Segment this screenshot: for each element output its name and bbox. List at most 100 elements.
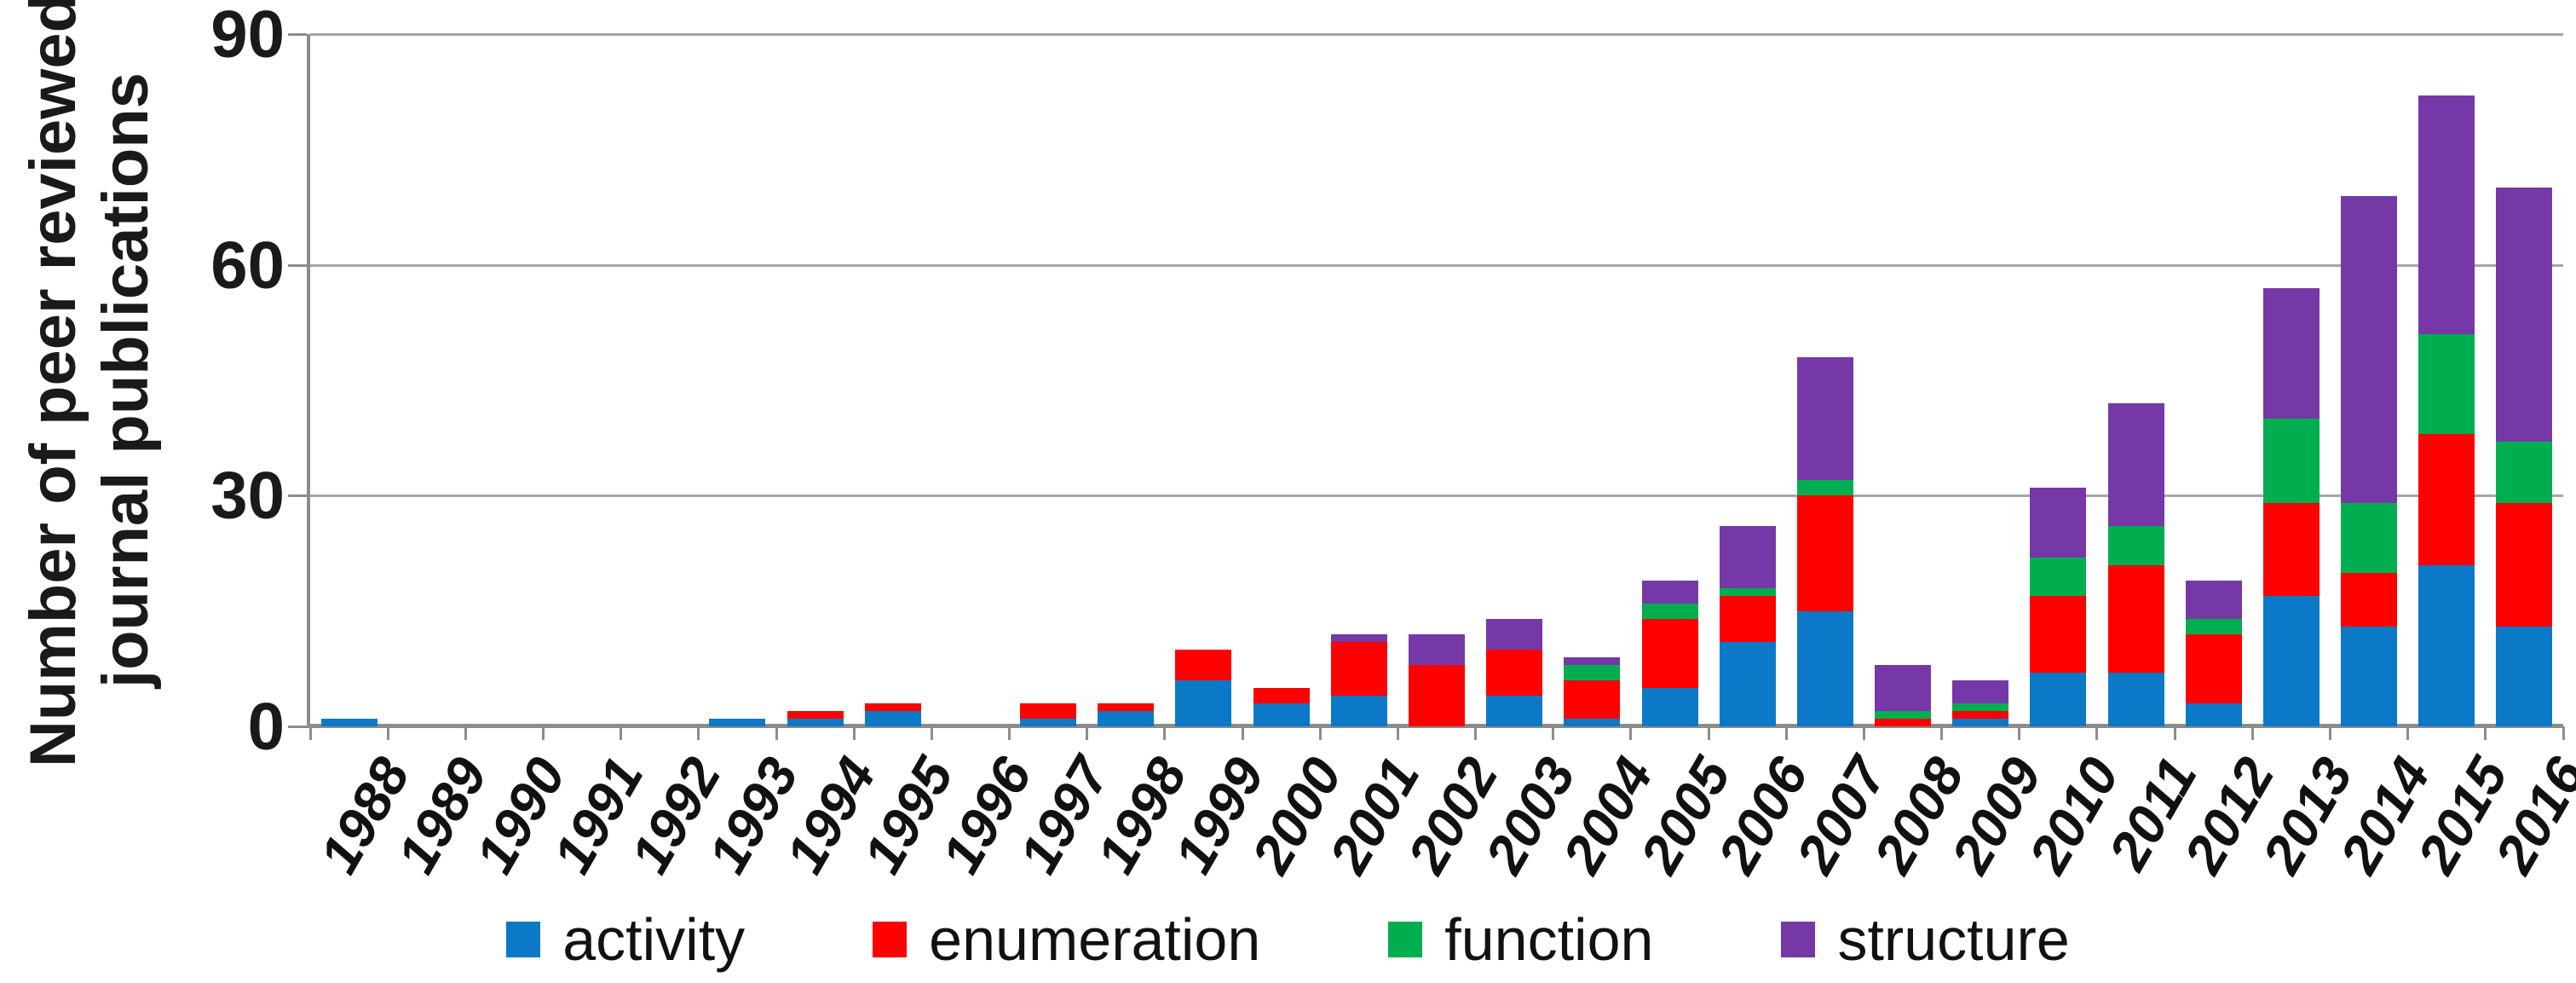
- bar-1995: [864, 703, 921, 726]
- bar-segment-2004-enumeration: [1564, 679, 1621, 719]
- bar-segment-2012-activity: [2185, 703, 2242, 726]
- bar-2015: [2418, 95, 2475, 726]
- bar-2012: [2185, 580, 2242, 726]
- bar-segment-2003-structure: [1486, 618, 1543, 650]
- x-tick-mark-20: [1862, 726, 1865, 740]
- bar-segment-2014-enumeration: [2341, 572, 2398, 627]
- bar-segment-2013-function: [2262, 419, 2320, 504]
- y-tick-label-90: 90: [210, 0, 285, 72]
- bar-segment-2006-function: [1719, 587, 1776, 596]
- legend-swatch-enumeration: [873, 922, 908, 957]
- bar-segment-2008-function: [1875, 710, 1932, 719]
- bar-segment-2001-enumeration: [1330, 641, 1387, 696]
- bar-segment-1998-activity: [1098, 710, 1155, 726]
- bar-2004: [1564, 656, 1621, 726]
- bar-1998: [1098, 703, 1155, 726]
- bar-segment-2001-structure: [1330, 633, 1387, 642]
- bar-2000: [1253, 687, 1310, 726]
- bar-segment-2016-enumeration: [2496, 503, 2553, 627]
- bar-segment-2003-activity: [1486, 695, 1543, 726]
- bar-segment-2002-enumeration: [1409, 664, 1465, 726]
- legend-swatch-structure: [1781, 922, 1816, 957]
- bar-segment-2006-structure: [1719, 526, 1776, 588]
- x-tick-mark-26: [2328, 726, 2331, 740]
- bar-2002: [1409, 633, 1465, 726]
- bar-segment-2004-function: [1564, 664, 1621, 680]
- x-tick-mark-5: [697, 726, 700, 740]
- gridline-30: [310, 494, 2563, 498]
- bar-2006: [1719, 526, 1776, 726]
- x-tick-mark-7: [852, 726, 856, 740]
- x-tick-mark-3: [542, 726, 545, 740]
- plot-area: 90 60 30 0: [210, 0, 2565, 764]
- bar-segment-2015-structure: [2418, 95, 2475, 334]
- bar-segment-2013-activity: [2262, 595, 2320, 726]
- bar-segment-2011-structure: [2107, 403, 2164, 527]
- bar-2008: [1875, 664, 1932, 726]
- bar-segment-2014-activity: [2341, 626, 2398, 726]
- x-tick-mark-0: [308, 726, 312, 740]
- x-tick-mark-27: [2406, 726, 2410, 740]
- bar-segment-2012-structure: [2185, 580, 2242, 619]
- bar-segment-2005-enumeration: [1641, 618, 1698, 688]
- legend-label-structure: structure: [1837, 906, 2070, 973]
- bar-segment-1999-enumeration: [1175, 649, 1232, 680]
- x-tick-mark-23: [2095, 726, 2099, 740]
- bar-segment-2002-structure: [1409, 633, 1465, 665]
- bar-segment-1997-activity: [1020, 718, 1077, 726]
- gridline-90: [310, 33, 2563, 36]
- bar-2010: [2030, 488, 2087, 726]
- y-tick-label-30: 30: [210, 457, 285, 533]
- bar-segment-2005-function: [1641, 603, 1698, 619]
- bar-segment-2010-enumeration: [2030, 595, 2087, 673]
- bar-segment-2012-enumeration: [2185, 633, 2242, 703]
- bar-2016: [2496, 188, 2553, 726]
- bar-segment-2007-structure: [1796, 356, 1853, 481]
- bar-segment-2004-activity: [1564, 718, 1621, 726]
- y-axis-title-line1: Number of peer reviewed: [16, 0, 89, 768]
- x-tick-mark-6: [775, 726, 778, 740]
- bar-2003: [1486, 618, 1543, 726]
- x-tick-mark-19: [1784, 726, 1788, 740]
- bar-2014: [2341, 195, 2398, 726]
- bar-segment-2007-enumeration: [1796, 495, 1853, 611]
- bar-segment-2007-function: [1796, 480, 1853, 496]
- legend-label-enumeration: enumeration: [929, 906, 1261, 973]
- bar-segment-2016-activity: [2496, 626, 2553, 726]
- legend-label-function: function: [1444, 906, 1654, 973]
- bar-segment-2011-function: [2107, 526, 2164, 565]
- bar-segment-2013-structure: [2262, 287, 2320, 419]
- x-tick-mark-16: [1552, 726, 1555, 740]
- bar-segment-2015-activity: [2418, 564, 2475, 726]
- legend-item-activity: activity: [506, 905, 745, 974]
- bar-segment-2008-enumeration: [1875, 718, 1932, 726]
- x-tick-mark-28: [2484, 726, 2487, 740]
- bar-segment-1993-activity: [709, 718, 766, 726]
- x-tick-mark-24: [2173, 726, 2176, 740]
- x-tick-mark-11: [1163, 726, 1167, 740]
- bar-segment-2012-function: [2185, 618, 2242, 634]
- bar-segment-2014-function: [2341, 503, 2398, 573]
- x-tick-mark-15: [1474, 726, 1478, 740]
- bar-segment-2013-enumeration: [2262, 503, 2320, 596]
- bar-segment-2008-structure: [1875, 664, 1932, 711]
- y-tick-mark-90: [288, 33, 307, 36]
- bar-segment-1997-enumeration: [1020, 703, 1077, 719]
- bar-segment-2010-function: [2030, 557, 2087, 596]
- bar-segment-2016-function: [2496, 442, 2553, 504]
- y-tick-mark-60: [288, 263, 307, 267]
- bar-segment-1988-activity: [320, 718, 377, 726]
- bar-segment-2009-structure: [1952, 679, 2009, 703]
- bar-segment-2003-enumeration: [1486, 649, 1543, 696]
- x-tick-mark-25: [2250, 726, 2254, 740]
- bar-segment-2009-enumeration: [1952, 710, 2009, 719]
- y-tick-label-60: 60: [210, 227, 285, 303]
- y-axis-title-line2: journal publications: [89, 72, 162, 689]
- bar-1994: [787, 710, 844, 726]
- x-tick-mark-13: [1318, 726, 1322, 740]
- x-tick-mark-29: [2562, 726, 2565, 740]
- bar-segment-2006-enumeration: [1719, 595, 1776, 642]
- bar-segment-1994-activity: [787, 718, 844, 726]
- bar-segment-2010-structure: [2030, 488, 2087, 558]
